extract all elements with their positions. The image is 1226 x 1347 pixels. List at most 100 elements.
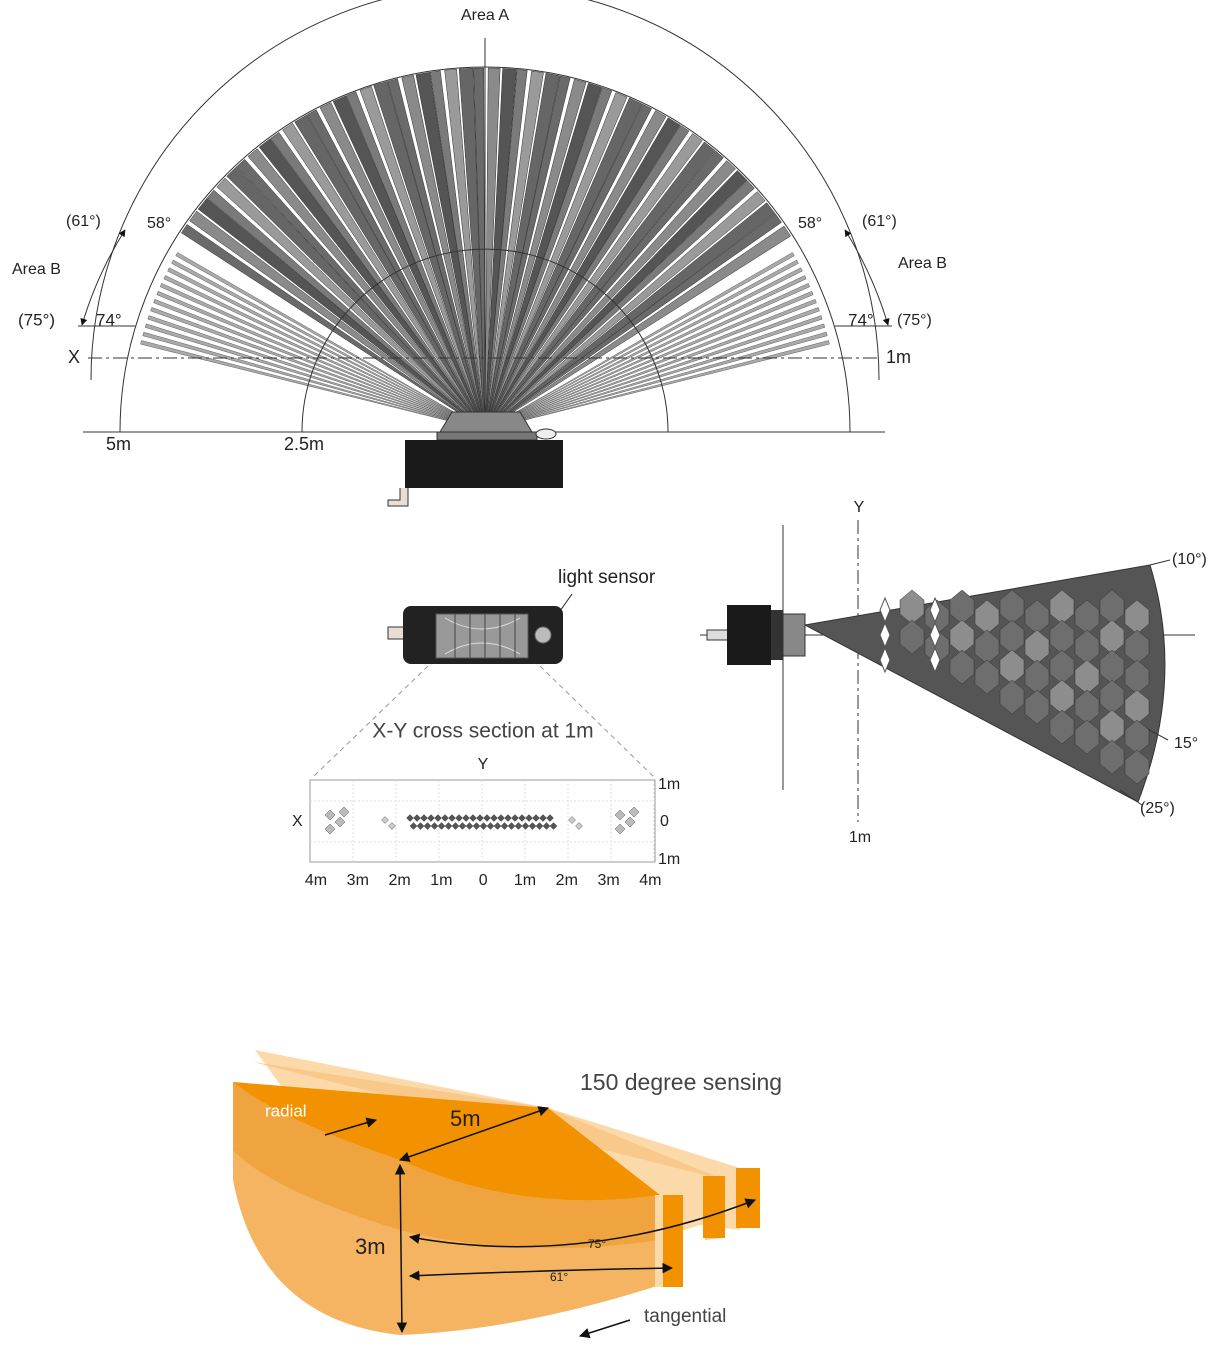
zone (525, 814, 533, 822)
zone (451, 822, 460, 830)
zone (528, 822, 537, 830)
facet (1074, 719, 1100, 755)
label: (25°) (1140, 800, 1175, 817)
beam (484, 307, 820, 431)
zone (465, 822, 474, 830)
label: 2m (388, 872, 410, 889)
label: radial (265, 1101, 307, 1120)
beam (484, 225, 791, 431)
facet (974, 629, 1000, 665)
zone (546, 814, 554, 822)
facet (1049, 619, 1075, 655)
facet (1049, 709, 1075, 745)
zone (462, 814, 470, 822)
label: 0 (660, 813, 669, 830)
label: 2.5m (284, 434, 324, 454)
sensor-top (387, 411, 563, 507)
zone (479, 822, 488, 830)
label: 58° (798, 215, 822, 232)
label: (75°) (897, 312, 932, 329)
facet (1074, 659, 1100, 695)
facet (1074, 689, 1100, 725)
zone (521, 822, 530, 830)
zone (486, 822, 495, 830)
beam (484, 340, 830, 431)
zone (413, 814, 421, 822)
facet (1099, 589, 1125, 625)
beam (163, 275, 486, 431)
facet (1049, 649, 1075, 685)
beam (150, 307, 486, 431)
zone (624, 816, 636, 828)
label: 4m (639, 872, 661, 889)
cross-section (309, 779, 656, 863)
beam (175, 252, 486, 431)
label: 1m (658, 851, 680, 868)
label: 74° (848, 310, 874, 329)
zone (416, 822, 425, 830)
facet (1099, 619, 1125, 655)
side-view (700, 520, 1195, 822)
facet (899, 619, 925, 655)
label: 5m (450, 1106, 481, 1131)
label: light sensor (558, 567, 656, 588)
zone (511, 814, 519, 822)
facet (1124, 689, 1150, 725)
label: X-Y cross section at 1m (372, 720, 593, 743)
zone (483, 814, 491, 822)
facet (1124, 749, 1150, 785)
zone (324, 823, 336, 835)
zone (430, 822, 439, 830)
zone (490, 814, 498, 822)
zone (409, 822, 418, 830)
label: 2m (556, 872, 578, 889)
sensor-front (311, 593, 656, 779)
label: Area A (461, 7, 509, 24)
facet (949, 589, 975, 625)
label: 3m (347, 872, 369, 889)
beam (197, 197, 486, 431)
facet (1074, 629, 1100, 665)
label: 1m (886, 347, 911, 367)
top-frame (78, 0, 892, 433)
zone (539, 814, 547, 822)
label: 74° (96, 310, 122, 329)
label: Y (854, 499, 865, 516)
facet (949, 619, 975, 655)
label: 75° (588, 1237, 606, 1251)
zone (441, 814, 449, 822)
beam (147, 315, 486, 431)
facet (1024, 659, 1050, 695)
zone (497, 814, 505, 822)
zone (338, 806, 350, 818)
label: 15° (1174, 735, 1198, 752)
facet (999, 589, 1025, 625)
zone (324, 809, 336, 821)
beam (484, 259, 799, 431)
zone (500, 822, 509, 830)
zone (614, 823, 626, 835)
facet (1124, 629, 1150, 665)
facet (1049, 679, 1075, 715)
beam (484, 252, 795, 431)
zone (575, 822, 583, 830)
beam (206, 189, 486, 431)
label: 3m (597, 872, 619, 889)
label: 3m (355, 1234, 386, 1259)
beam (484, 315, 823, 431)
beam (484, 331, 828, 431)
beam (167, 267, 486, 431)
zone (388, 822, 396, 830)
facet (1074, 599, 1100, 635)
label: 61° (550, 1270, 568, 1284)
facet (999, 649, 1025, 685)
beam (189, 210, 486, 431)
label: 1m (514, 872, 536, 889)
label: 1m (430, 872, 452, 889)
zone (535, 822, 544, 830)
facet (1099, 679, 1125, 715)
label: 58° (147, 215, 171, 232)
facet (1024, 689, 1050, 725)
zone (434, 814, 442, 822)
label: 1m (849, 829, 871, 846)
